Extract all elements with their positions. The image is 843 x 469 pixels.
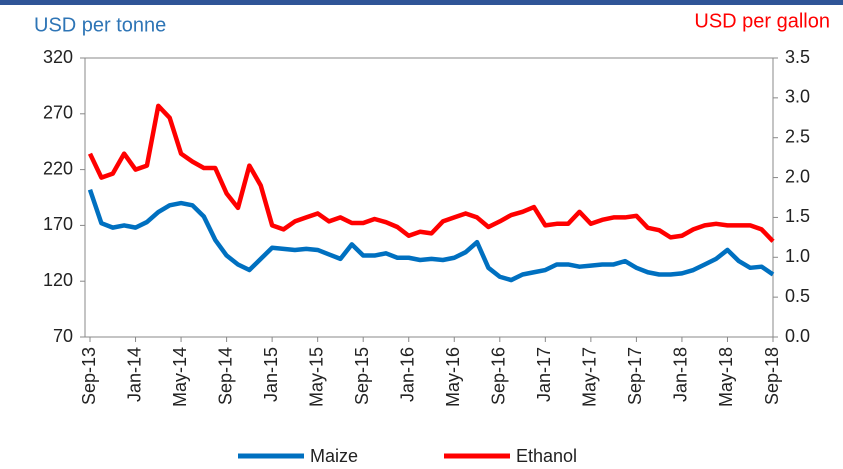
x-tick-label: Sep-17 bbox=[625, 347, 645, 405]
y2-tick-label: 1.0 bbox=[785, 246, 810, 266]
x-tick-label: Jan-14 bbox=[124, 347, 144, 402]
series-line bbox=[87, 188, 775, 283]
x-tick-label: May-14 bbox=[170, 347, 190, 407]
x-tick-label: May-17 bbox=[580, 347, 600, 407]
x-tick-label: May-18 bbox=[716, 347, 736, 407]
y2-tick-label: 3.5 bbox=[785, 47, 810, 67]
x-tick-label: Jan-16 bbox=[397, 347, 417, 402]
x-tick-label: Sep-15 bbox=[352, 347, 372, 405]
y-tick-label: 120 bbox=[43, 270, 73, 290]
y-axis-title: USD per tonne bbox=[34, 14, 166, 36]
y2-tick-label: 0.5 bbox=[785, 286, 810, 306]
y2-tick-label: 2.5 bbox=[785, 126, 810, 146]
y2-tick-label: 0.0 bbox=[785, 326, 810, 346]
x-tick-label: Jan-17 bbox=[534, 347, 554, 402]
x-tick-label: Jan-18 bbox=[671, 347, 691, 402]
legend-label: Maize bbox=[310, 446, 358, 466]
header-strip bbox=[0, 0, 843, 5]
y2-axis-title: USD per gallon bbox=[694, 10, 830, 32]
x-tick-label: Sep-13 bbox=[79, 347, 99, 405]
x-tick-label: Sep-16 bbox=[489, 347, 509, 405]
y2-tick-label: 2.0 bbox=[785, 166, 810, 186]
y2-tick-label: 1.5 bbox=[785, 206, 810, 226]
series-line bbox=[87, 103, 775, 243]
x-tick-label: May-15 bbox=[306, 347, 326, 407]
y-tick-label: 270 bbox=[43, 103, 73, 123]
plot-area bbox=[84, 57, 774, 338]
x-tick-label: May-16 bbox=[443, 347, 463, 407]
y2-tick-label: 3.0 bbox=[785, 87, 810, 107]
y-tick-label: 320 bbox=[43, 47, 73, 67]
legend-label: Ethanol bbox=[516, 446, 577, 466]
y-tick-label: 170 bbox=[43, 214, 73, 234]
y-tick-label: 220 bbox=[43, 158, 73, 178]
x-tick-label: Sep-18 bbox=[762, 347, 782, 405]
x-tick-label: Jan-15 bbox=[261, 347, 281, 402]
y-tick-label: 70 bbox=[53, 326, 73, 346]
x-tick-label: Sep-14 bbox=[215, 347, 235, 405]
